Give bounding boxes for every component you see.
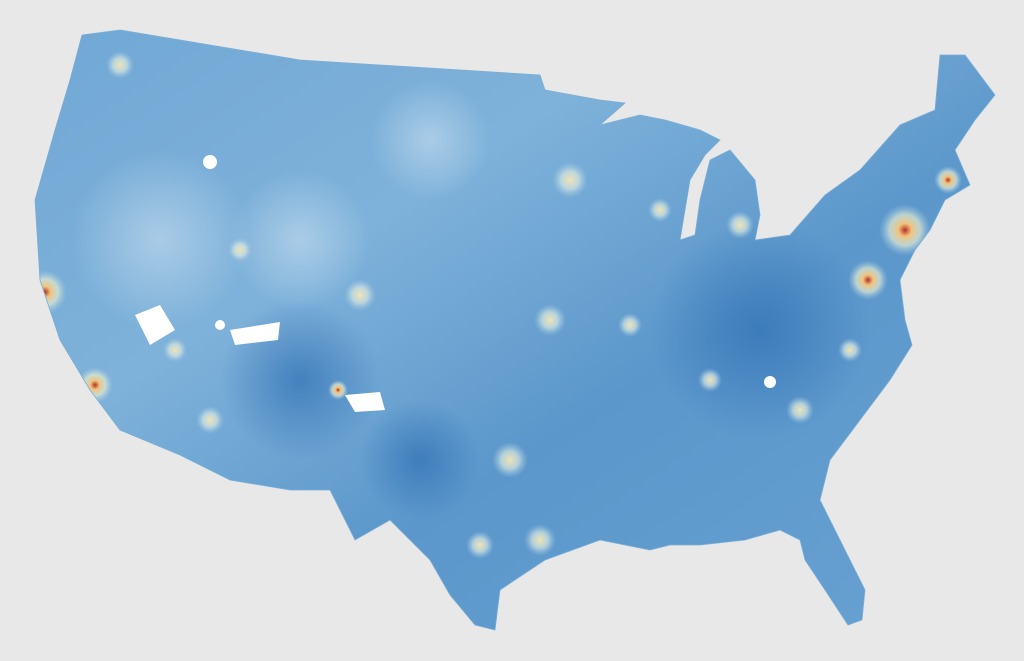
hotspots [35,51,962,559]
no-data-areas [135,155,776,412]
no-data [203,155,217,169]
hotspot [838,338,862,362]
hotspot [648,198,672,222]
hotspot [344,279,376,311]
hotspot [328,380,348,400]
shade [70,150,250,330]
shade [360,400,480,520]
hotspot [698,368,722,392]
shade [650,220,870,440]
no-data [135,305,175,345]
hotspot [163,338,187,362]
hotspot [534,304,566,336]
shade [370,80,490,200]
no-data [764,376,776,388]
shade [220,300,380,460]
hotspot [618,313,642,337]
hotspot [848,260,888,300]
hotspot [466,531,494,559]
hotspot [786,396,814,424]
hotspot [934,166,962,194]
hotspot [879,204,931,256]
no-data [215,320,225,330]
hotspot [106,51,134,79]
hotspot [35,270,67,314]
no-data [345,392,385,412]
hotspot [524,524,556,556]
hotspot [552,162,588,198]
hotspot [228,238,252,262]
hotspot [196,406,224,434]
shade [230,170,370,310]
hotspot [492,442,528,478]
hotspot [726,211,754,239]
no-data [230,322,280,345]
